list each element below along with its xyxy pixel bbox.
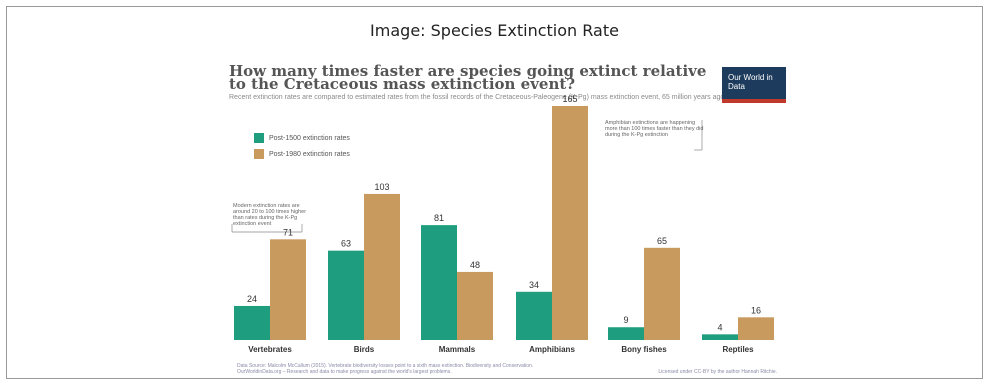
category-label-birds: Birds <box>354 345 375 354</box>
bar-post1980-birds <box>364 193 400 340</box>
legend-item-post1980: Post-1980 extinction rates <box>254 146 350 162</box>
legend-swatch-post1980 <box>254 149 264 159</box>
value-label-post1500-mammals: 81 <box>434 213 444 223</box>
category-label-amphibians: Amphibians <box>529 345 575 354</box>
bar-post1500-amphibians <box>516 291 552 340</box>
bar-post1500-vertebrates <box>234 305 270 340</box>
value-label-post1980-mammals: 48 <box>470 260 480 270</box>
annotation-vertebrates: Modern extinction rates are around 20 to… <box>233 203 307 227</box>
category-label-vertebrates: Vertebrates <box>248 345 292 354</box>
owid-logo: Our World in Data <box>722 67 786 103</box>
value-label-post1500-birds: 63 <box>341 239 351 249</box>
legend-swatch-post1500 <box>254 133 264 143</box>
annotation-brackets <box>231 120 703 233</box>
bar-post1500-reptiles <box>702 334 738 340</box>
value-label-post1500-reptiles: 4 <box>717 322 722 332</box>
chart-title: How many times faster are species going … <box>229 62 707 93</box>
bar-post1980-bony-fishes <box>644 247 680 340</box>
bar-post1500-bony-fishes <box>608 327 644 340</box>
chart-legend: Post-1500 extinction rates Post-1980 ext… <box>254 130 350 162</box>
footer-license: Licensed under CC-BY by the author Hanna… <box>658 369 777 375</box>
value-label-post1500-bony-fishes: 9 <box>623 315 628 325</box>
category-label-bony-fishes: Bony fishes <box>621 345 667 354</box>
value-label-post1980-vertebrates: 71 <box>283 227 293 237</box>
footer-source: Data Source: Malcolm McCallum (2015). Ve… <box>237 363 534 369</box>
value-label-post1980-reptiles: 16 <box>751 305 761 315</box>
bar-post1500-mammals <box>421 225 457 340</box>
chart-subtitle: Recent extinction rates are compared to … <box>229 94 727 101</box>
value-label-post1500-amphibians: 34 <box>529 280 539 290</box>
legend-label-post1500: Post-1500 extinction rates <box>269 134 350 142</box>
bar-post1980-vertebrates <box>270 239 306 340</box>
legend-label-post1980: Post-1980 extinction rates <box>269 150 350 158</box>
bar-post1980-amphibians <box>552 106 588 340</box>
bar-post1500-birds <box>328 250 364 340</box>
legend-item-post1500: Post-1500 extinction rates <box>254 130 350 146</box>
slide-frame: Image: Species Extinction Rate How many … <box>6 6 983 379</box>
bar-post1980-reptiles <box>738 317 774 340</box>
footer-site: OurWorldinData.org – Research and data t… <box>237 369 452 375</box>
value-label-post1980-birds: 103 <box>374 182 389 192</box>
value-label-post1980-bony-fishes: 65 <box>657 236 667 246</box>
chart-footer: Data Source: Malcolm McCallum (2015). Ve… <box>237 363 777 375</box>
bars-group: 24 71 Vertebrates 63 103 Birds 81 48 Mammals 34 16… <box>234 94 774 354</box>
value-label-post1500-vertebrates: 24 <box>247 294 257 304</box>
category-label-reptiles: Reptiles <box>722 345 754 354</box>
annotation-amphibians: Amphibian extinctions are happening more… <box>605 120 704 138</box>
value-label-post1980-amphibians: 165 <box>562 94 577 104</box>
bar-post1980-mammals <box>457 271 493 340</box>
category-label-mammals: Mammals <box>439 345 476 354</box>
image-caption: Image: Species Extinction Rate <box>370 21 619 40</box>
